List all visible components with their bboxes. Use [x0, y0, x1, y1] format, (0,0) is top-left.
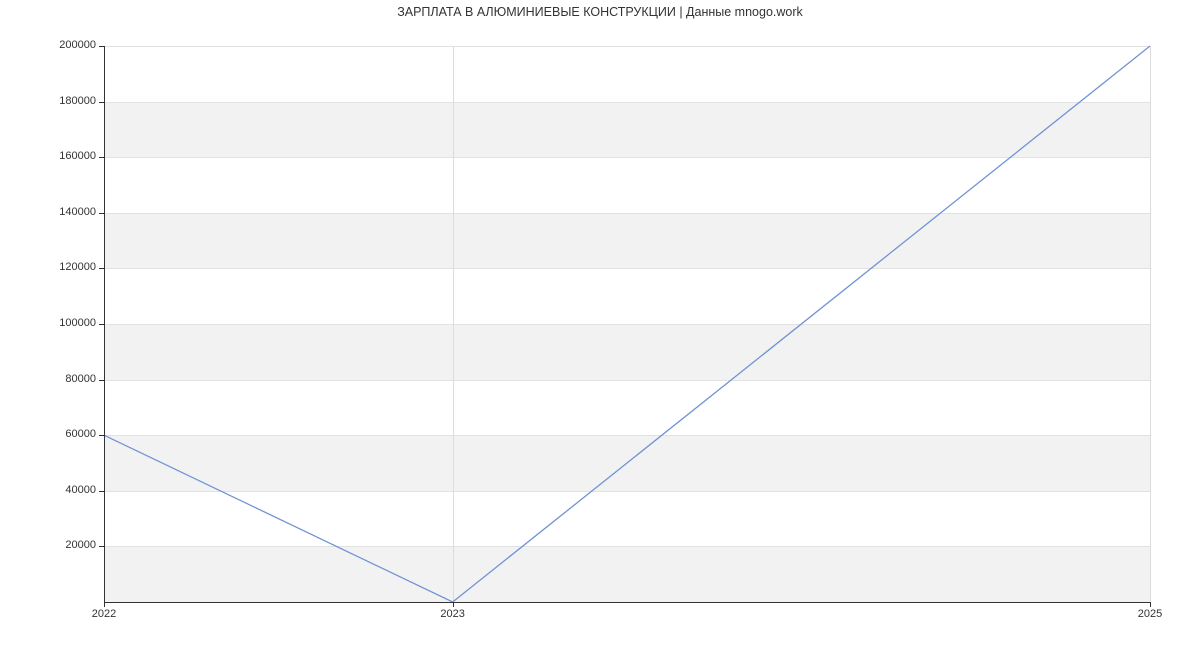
y-axis-tick-mark — [99, 157, 104, 158]
series-line-salary — [103, 45, 1151, 603]
background-band — [104, 212, 1150, 269]
gridline-horizontal — [104, 102, 1150, 103]
background-band — [104, 546, 1150, 602]
y-axis-tick-mark — [99, 102, 104, 103]
gridline-horizontal — [104, 546, 1150, 547]
gridline-horizontal — [104, 268, 1150, 269]
background-band — [104, 324, 1150, 380]
x-axis-tick-label: 2022 — [91, 608, 117, 620]
y-axis-tick-label: 140000 — [59, 205, 96, 218]
y-axis-tick-label: 120000 — [59, 261, 96, 274]
series-line-layer — [103, 45, 1151, 603]
x-axis-tick-label: 2023 — [440, 608, 465, 620]
background-band — [104, 101, 1150, 158]
x-axis-line — [104, 602, 1150, 603]
y-axis-tick-label: 20000 — [65, 539, 96, 552]
y-axis-tick-label: 160000 — [59, 150, 96, 163]
y-axis-tick-label: 40000 — [65, 483, 96, 496]
gridline-vertical — [1150, 46, 1151, 602]
gridline-horizontal — [104, 435, 1150, 436]
y-axis-tick-mark — [99, 435, 104, 436]
y-axis-tick-mark — [99, 324, 104, 325]
gridline-horizontal — [104, 491, 1150, 492]
gridline-horizontal — [104, 157, 1150, 158]
plot-area — [103, 45, 1151, 603]
y-axis-tick-label: 60000 — [65, 428, 96, 441]
y-axis-tick-mark — [99, 268, 104, 269]
y-axis-line — [104, 46, 105, 602]
chart-title: ЗАРПЛАТА В АЛЮМИНИЕВЫЕ КОНСТРУКЦИИ | Дан… — [397, 5, 803, 19]
gridline-horizontal — [104, 324, 1150, 325]
gridline-horizontal — [104, 46, 1150, 47]
y-axis-tick-label: 200000 — [59, 39, 96, 51]
y-axis-tick-mark — [99, 546, 104, 547]
gridline-horizontal — [104, 213, 1150, 214]
y-axis-tick-mark — [99, 380, 104, 381]
y-axis-tick-label: 180000 — [59, 94, 96, 107]
y-axis-tick-label: 80000 — [65, 372, 96, 385]
y-axis-tick-mark — [99, 491, 104, 492]
gridline-horizontal — [104, 380, 1150, 381]
y-axis-tick-mark — [99, 213, 104, 214]
gridline-vertical — [453, 46, 454, 602]
y-axis-tick-mark — [99, 46, 104, 47]
x-axis-tick-mark — [1150, 602, 1151, 607]
y-axis-tick-label: 100000 — [59, 317, 96, 329]
x-axis-tick-mark — [453, 602, 454, 607]
x-axis-tick-label: 2025 — [1137, 608, 1163, 620]
x-axis-tick-mark — [104, 602, 105, 607]
